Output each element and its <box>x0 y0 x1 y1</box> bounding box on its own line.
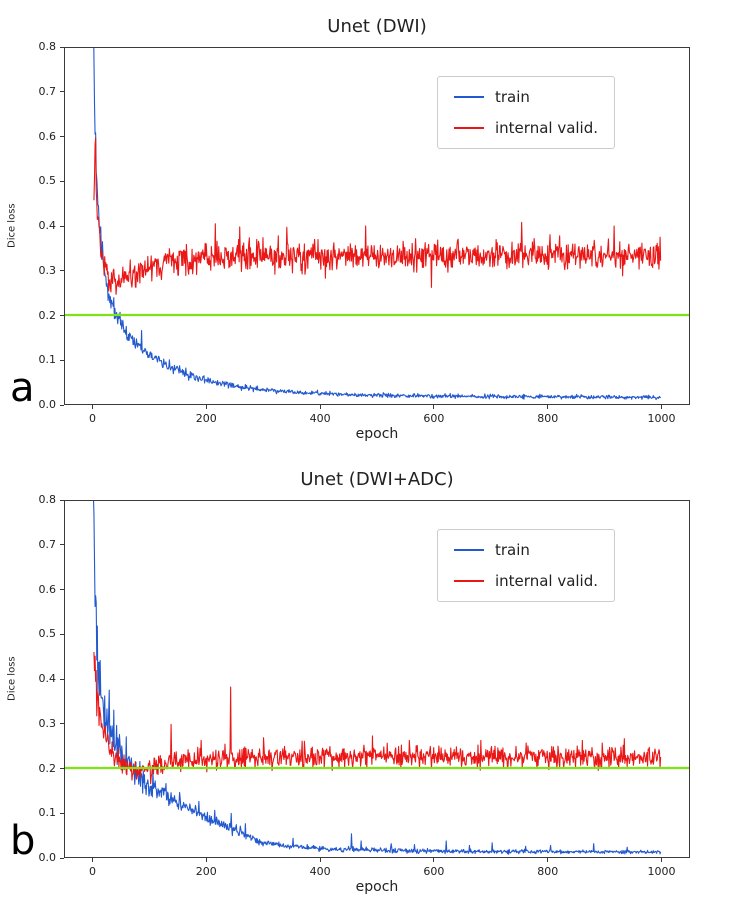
train-line-swatch <box>454 96 484 98</box>
y-tick-mark <box>60 270 64 272</box>
panel-label-b: b <box>10 818 36 864</box>
x-tick-label: 800 <box>537 865 559 878</box>
x-tick-mark <box>319 858 321 862</box>
y-tick-label: 0.1 <box>38 806 57 820</box>
plot-area: train internal valid. <box>64 500 690 858</box>
x-tick-mark <box>205 858 207 862</box>
y-tick-mark <box>60 857 64 859</box>
x-tick-label: 0 <box>88 412 96 425</box>
y-tick-mark <box>60 812 64 814</box>
y-tick-label: 0.8 <box>38 40 57 53</box>
y-tick-label: 0.1 <box>38 353 57 367</box>
y-tick-mark <box>60 359 64 361</box>
y-tick-label: 0.4 <box>38 219 57 232</box>
x-tick-label: 400 <box>309 865 331 878</box>
chart-title: Unet (DWI+ADC) <box>300 469 454 490</box>
x-axis-label: epoch <box>355 426 399 442</box>
chart-unet-dwi: Unet (DWI) train internal valid. Dice lo… <box>0 10 729 453</box>
legend-label: train <box>495 88 530 106</box>
x-tick-label: 600 <box>423 412 445 425</box>
y-tick-label: 0.0 <box>38 398 57 411</box>
y-tick-label: 0.3 <box>38 716 57 730</box>
y-tick-mark <box>60 404 64 406</box>
chart-unet-dwi-adc: Unet (DWI+ADC) train internal valid. Dic… <box>0 463 729 906</box>
x-tick-label: 200 <box>195 865 217 878</box>
x-tick-mark <box>547 405 549 409</box>
x-tick-mark <box>91 858 93 862</box>
legend-label: internal valid. <box>495 572 599 590</box>
x-tick-mark <box>661 405 663 409</box>
y-tick-label: 0.3 <box>38 263 57 277</box>
x-tick-label: 1000 <box>647 412 676 425</box>
y-tick-label: 0.8 <box>38 493 57 506</box>
y-tick-mark <box>60 46 64 48</box>
legend-item-train: train <box>454 88 598 106</box>
valid-line-swatch <box>454 580 484 582</box>
x-tick-label: 400 <box>309 412 331 425</box>
y-tick-mark <box>60 723 64 725</box>
legend-item-valid: internal valid. <box>454 572 598 590</box>
x-tick-label: 1000 <box>647 865 676 878</box>
x-tick-mark <box>661 858 663 862</box>
y-tick-mark <box>60 589 64 590</box>
legend-item-train: train <box>454 541 598 559</box>
legend: train internal valid. <box>437 529 616 602</box>
plot-area: train internal valid. <box>64 47 690 405</box>
valid-line-swatch <box>454 127 484 129</box>
y-tick-mark <box>60 768 64 769</box>
x-tick-label: 0 <box>88 865 96 878</box>
legend-label: internal valid. <box>495 119 599 137</box>
y-tick-label: 0.6 <box>38 129 57 143</box>
x-tick-label: 800 <box>537 412 559 425</box>
y-tick-label: 0.4 <box>38 672 57 685</box>
legend-label: train <box>495 541 530 559</box>
y-tick-mark <box>60 544 64 546</box>
x-tick-label: 600 <box>423 865 445 878</box>
y-axis-label: Dice loss <box>6 656 18 702</box>
y-tick-mark <box>60 91 64 93</box>
x-tick-mark <box>433 405 435 409</box>
y-tick-mark <box>60 315 64 316</box>
y-tick-mark <box>60 499 64 501</box>
chart-title: Unet (DWI) <box>327 16 427 37</box>
x-tick-label: 200 <box>195 412 217 425</box>
y-tick-mark <box>60 225 64 227</box>
y-tick-label: 0.6 <box>38 582 57 596</box>
x-tick-mark <box>319 405 321 409</box>
panel-label-a: a <box>10 365 35 411</box>
y-tick-label: 0.7 <box>38 537 57 551</box>
x-tick-mark <box>433 858 435 862</box>
y-tick-mark <box>60 633 64 635</box>
y-tick-mark <box>60 678 64 680</box>
y-tick-mark <box>60 136 64 137</box>
y-tick-label: 0.5 <box>38 627 57 641</box>
y-tick-label: 0.5 <box>38 174 57 188</box>
legend-item-valid: internal valid. <box>454 119 598 137</box>
train-line-swatch <box>454 549 484 551</box>
y-tick-mark <box>60 180 64 182</box>
x-tick-mark <box>547 858 549 862</box>
y-tick-label: 0.2 <box>38 761 57 775</box>
x-axis-label: epoch <box>355 879 399 895</box>
y-tick-label: 0.2 <box>38 308 57 322</box>
x-tick-mark <box>205 405 207 409</box>
legend: train internal valid. <box>437 76 616 149</box>
y-tick-label: 0.7 <box>38 84 57 98</box>
y-tick-label: 0.0 <box>38 851 57 864</box>
y-axis-label: Dice loss <box>6 203 18 249</box>
x-tick-mark <box>91 405 93 409</box>
